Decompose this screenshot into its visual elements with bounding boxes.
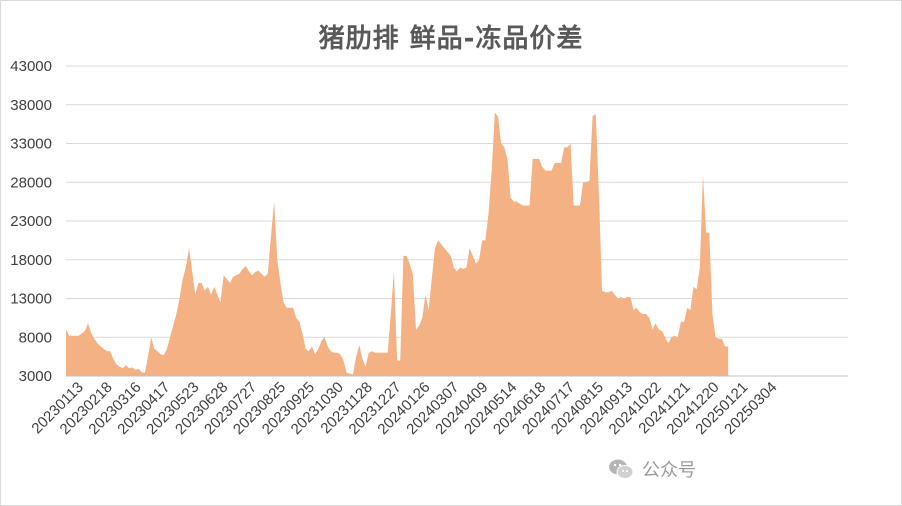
y-tick-label: 38000 [10,97,52,114]
chart-title: 猪肋排 鲜品-冻品价差 [318,24,584,54]
y-tick-label: 28000 [10,174,52,191]
y-tick-label: 18000 [10,252,52,269]
wechat-icon [608,458,634,480]
y-tick-label: 23000 [10,213,52,230]
watermark: 公众号 [608,456,696,482]
y-tick-label: 43000 [10,58,52,75]
y-tick-label: 8000 [19,329,52,346]
y-tick-label: 33000 [10,136,52,153]
area-series [66,112,729,376]
y-tick-label: 3000 [19,368,52,385]
y-tick-label: 13000 [10,291,52,308]
watermark-text: 公众号 [642,460,696,481]
